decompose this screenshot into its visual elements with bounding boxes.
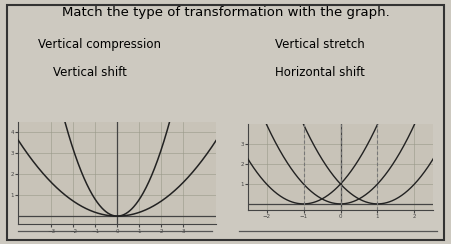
Text: Vertical compression: Vertical compression [38,38,161,51]
Text: Match the type of transformation with the graph.: Match the type of transformation with th… [62,6,389,19]
Text: Vertical shift: Vertical shift [53,66,127,79]
Text: Vertical stretch: Vertical stretch [275,38,365,51]
Text: Horizontal shift: Horizontal shift [275,66,365,79]
